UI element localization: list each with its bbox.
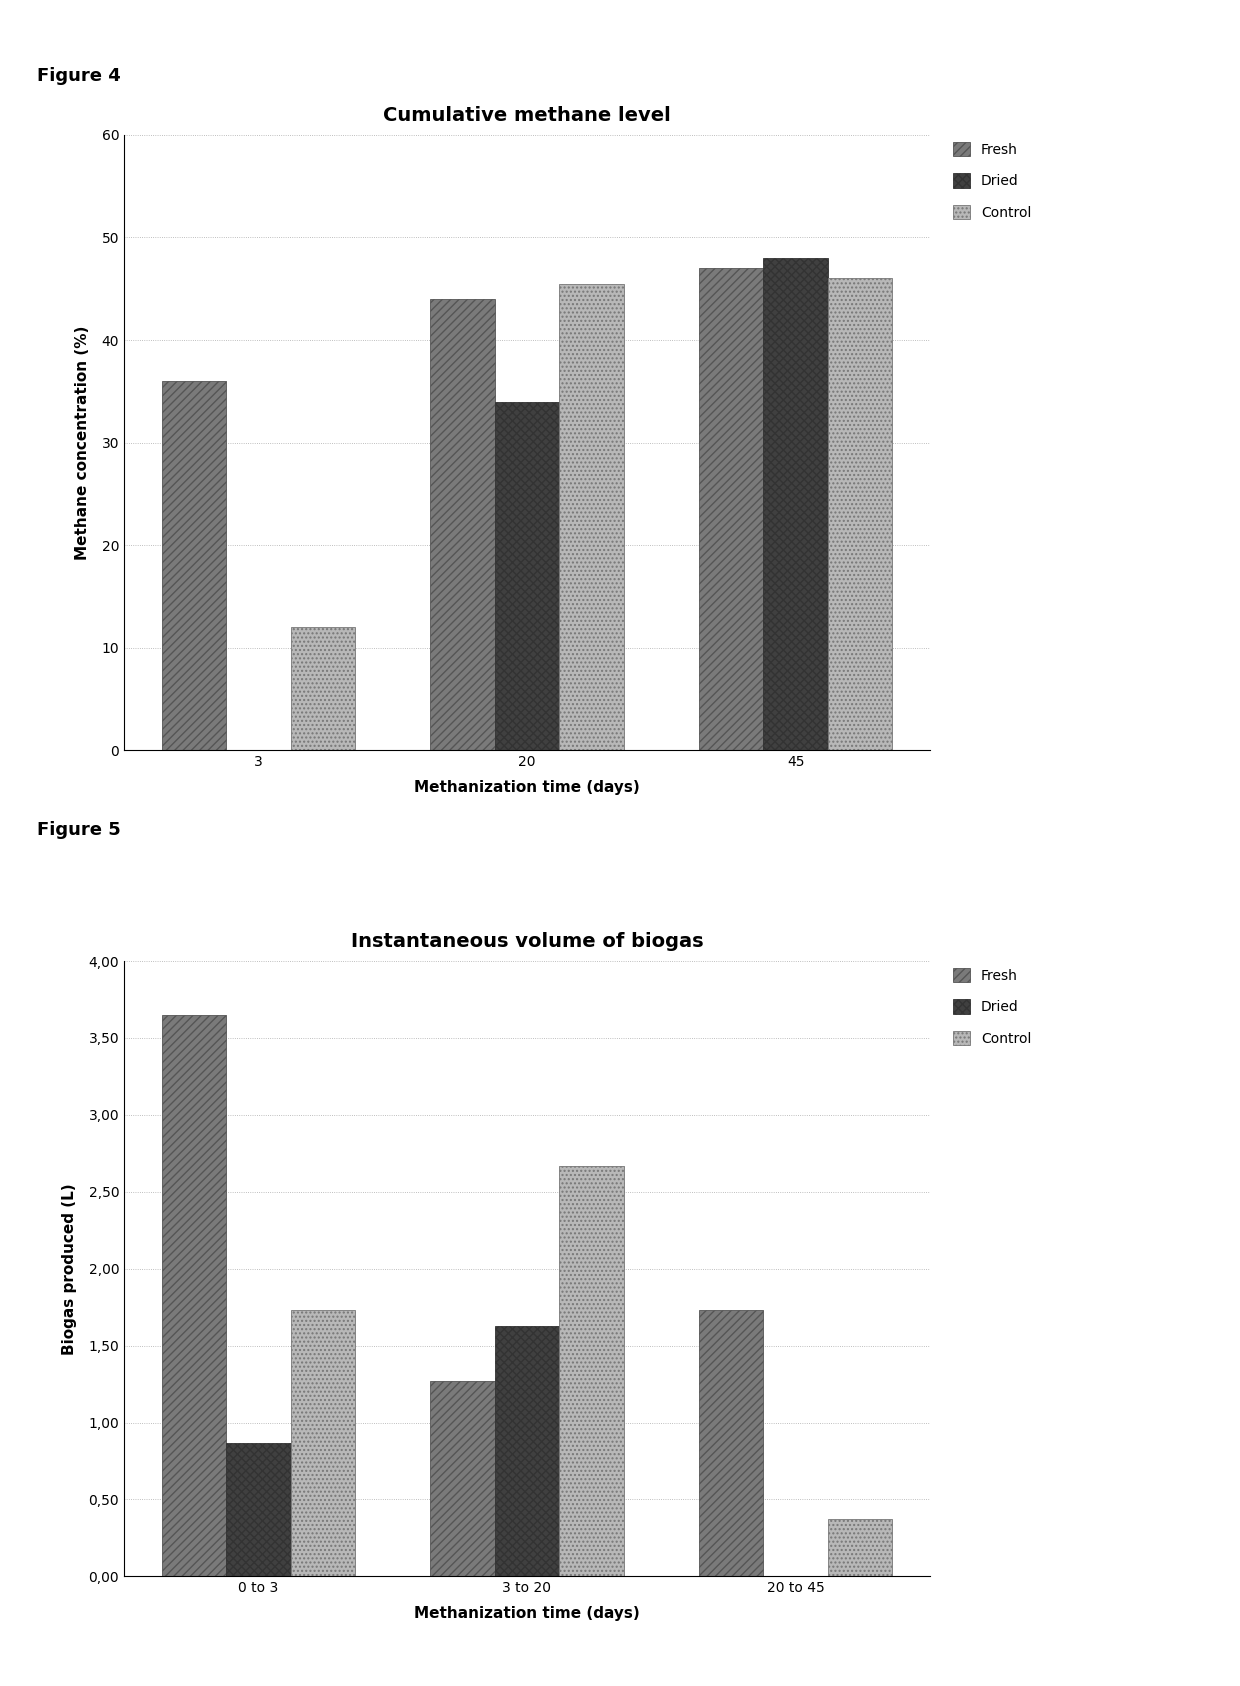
Bar [559,283,624,750]
X-axis label: Methanization time (days): Methanization time (days) [414,1607,640,1622]
Bar [290,627,355,750]
Bar [495,1325,559,1576]
Text: Figure 4: Figure 4 [37,67,122,86]
Legend: Fresh, Dried, Control: Fresh, Dried, Control [954,142,1032,219]
Bar [764,258,828,750]
Bar [828,278,893,750]
Bar [559,1165,624,1576]
Bar [699,268,764,750]
Bar [226,1443,290,1576]
Bar [161,381,226,750]
Bar [430,298,495,750]
X-axis label: Methanization time (days): Methanization time (days) [414,781,640,796]
Bar [290,1310,355,1576]
Legend: Fresh, Dried, Control: Fresh, Dried, Control [954,968,1032,1045]
Bar [430,1381,495,1576]
Y-axis label: Biogas produced (L): Biogas produced (L) [62,1184,77,1354]
Y-axis label: Methane concentration (%): Methane concentration (%) [76,325,91,560]
Title: Instantaneous volume of biogas: Instantaneous volume of biogas [351,932,703,951]
Bar [161,1015,226,1576]
Bar [699,1310,764,1576]
Text: Figure 5: Figure 5 [37,821,122,840]
Bar [828,1519,893,1576]
Bar [495,401,559,750]
Title: Cumulative methane level: Cumulative methane level [383,106,671,125]
